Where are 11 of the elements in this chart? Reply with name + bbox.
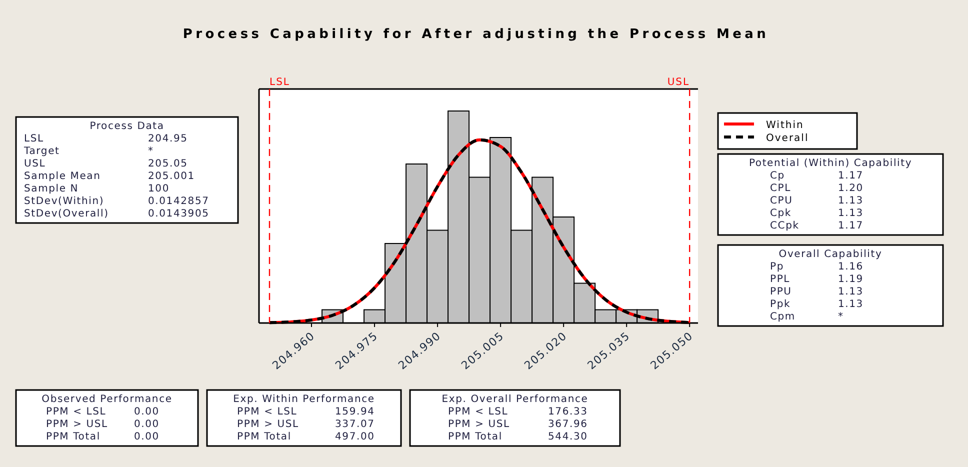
text: Exp. Within Performance PPM < LSL 159.94 PPM > USL 337.07 PPM Total 497.00 bbox=[233, 394, 375, 442]
text: Potential (Within) Capability Cp 1.17 CPL 1.20 CPU 1.13 Cpk 1.13 CCpk 1.17 bbox=[748, 158, 912, 232]
chart-title: Process Capability for After adjusting the Process Mean bbox=[182, 27, 770, 42]
legend-label: Within bbox=[766, 120, 804, 131]
text: Overall Capability Pp 1.16 PPL 1.19 PPU 1.13 Ppk 1.13 Cpm * bbox=[770, 249, 882, 322]
text: Exp. Overall Performance PPM < LSL 176.33 PPM > USL 367.96 PPM Total 544.30 bbox=[442, 394, 588, 442]
ref-line-label: USL bbox=[667, 77, 690, 88]
text: Process Data LSL 204.95 Target * USL 205.05 Sample Mean 205.001 Sample N 100 StDev(Within) 0.0142857 StDev(Overall) 0.0143905 bbox=[24, 121, 210, 220]
ref-line-label: LSL bbox=[270, 77, 290, 88]
legend-label: Overall bbox=[766, 133, 809, 144]
text: Observed Performance PPM < LSL 0.00 PPM > USL 0.00 PPM Total 0.00 bbox=[42, 394, 172, 442]
